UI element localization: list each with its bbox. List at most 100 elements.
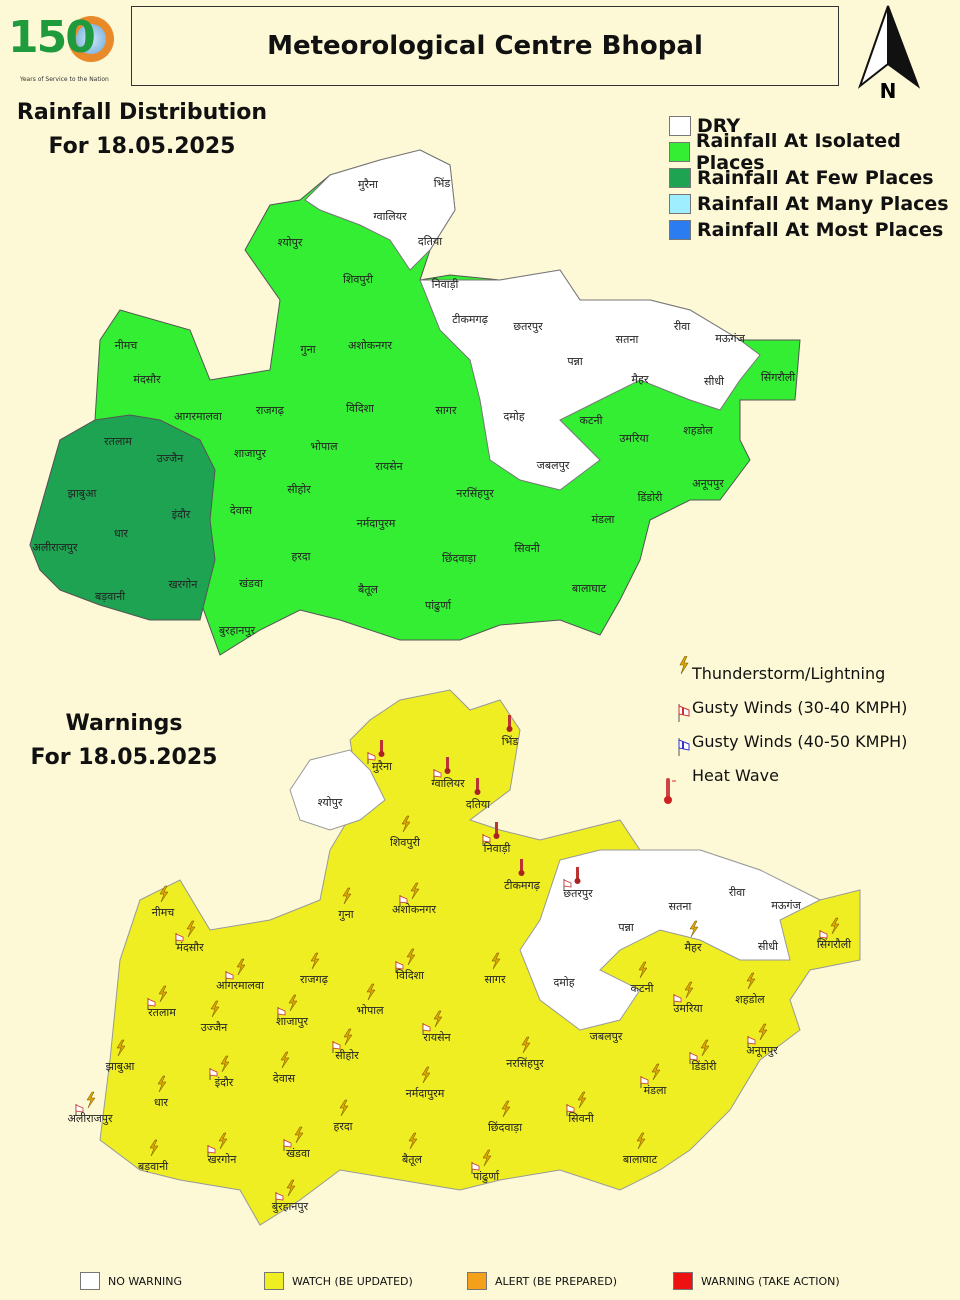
windsock-red-icon [678, 704, 690, 722]
legend-heat-wave: Heat Wave [664, 758, 907, 804]
district-label: मंडला [592, 513, 615, 526]
district-label: नीमच [152, 906, 176, 919]
district-label: रायसेन [423, 1031, 451, 1044]
district-label: निवाड़ी [484, 842, 511, 855]
lightning-icon [746, 972, 756, 990]
district-label: हरदा [333, 1120, 352, 1133]
windsock-red-icon [75, 1104, 84, 1116]
lightning-icon [433, 1010, 443, 1028]
district-label: सिवनी [514, 542, 540, 555]
legend-label: Heat Wave [692, 765, 779, 785]
district-label: धार [154, 1096, 169, 1109]
lightning-icon [342, 887, 352, 905]
windsock-red-icon [747, 1036, 756, 1048]
lightning-icon [684, 981, 694, 999]
warning-legend-label: NO WARNING [108, 1274, 183, 1288]
warnings-heading-date: For 18.05.2025 [30, 745, 218, 770]
district-label: बालाघाट [623, 1153, 658, 1166]
lightning-icon [116, 1039, 126, 1057]
legend-swatch [669, 168, 691, 188]
district-label: छिंदवाड़ा [442, 552, 476, 565]
few-places-region-southwest [29, 414, 216, 621]
lightning-icon [366, 983, 376, 1001]
legend-label: DRY [697, 115, 741, 137]
district-label: अनूपपुर [746, 1044, 778, 1058]
district-label: गुना [338, 908, 353, 921]
no-warning-region-sheopur [289, 749, 386, 831]
lightning-icon [521, 1036, 531, 1054]
district-label: अलीराजपुर [33, 541, 78, 554]
district-label: सीहोर [335, 1049, 359, 1062]
thermometer-icon [574, 867, 581, 884]
district-label: शहडोल [683, 424, 713, 437]
warning-legend-swatch [467, 1272, 487, 1290]
district-label: खंडवा [286, 1147, 310, 1160]
legend-label: Rainfall At Many Places [697, 193, 949, 215]
page-title: Meteorological Centre Bhopal [131, 6, 839, 86]
warning-legend-label: WATCH (BE UPDATED) [292, 1274, 413, 1288]
district-label: नर्मदापुरम [406, 1087, 445, 1100]
district-label: मऊगंज [715, 332, 745, 345]
lightning-icon [408, 1132, 418, 1150]
lightning-icon [577, 1091, 587, 1109]
rainfall-heading-date: For 18.05.2025 [48, 134, 236, 159]
district-label: सीहोर [287, 483, 311, 496]
district-label: बैतूल [358, 583, 379, 597]
district-label: बुरहानपुर [272, 1200, 309, 1213]
district-label: टीकमगढ़ [504, 879, 541, 892]
district-label: बुरहानपुर [219, 624, 256, 637]
rainfall-map: मुरैना भिंड ग्वालियर दतिया श्योपुर शिवपुरी निव… [29, 149, 801, 656]
district-label: मुरैना [372, 760, 392, 773]
district-label: उमरिया [619, 432, 648, 445]
district-label: मंदसौर [133, 373, 161, 386]
district-label: मऊगंज [771, 899, 801, 912]
windsock-red-icon [482, 834, 491, 846]
district-label: शाजापुर [234, 447, 267, 460]
district-label: सिवनी [568, 1112, 594, 1125]
lightning-icon [288, 994, 298, 1012]
district-label: मैहर [632, 373, 649, 386]
district-label: झाबुआ [68, 487, 97, 500]
lightning-icon [220, 1055, 230, 1073]
district-label: डिंडोरी [638, 491, 663, 504]
thermometer-icon [493, 822, 500, 839]
lightning-icon [286, 1179, 296, 1197]
warning-legend-item: WARNING (TAKE ACTION) [673, 1272, 873, 1290]
warning-legend-item: ALERT (BE PREPARED) [467, 1272, 673, 1290]
windsock-red-icon [277, 1007, 286, 1019]
district-label: रायसेन [375, 460, 403, 473]
district-label: कटनी [631, 982, 654, 995]
district-label: अलीराजपुर [68, 1112, 113, 1125]
legend-item: Rainfall At Isolated Places [669, 130, 960, 174]
district-label: ग्वालियर [431, 777, 465, 790]
district-label: भिंड [502, 735, 519, 748]
district-label: देवास [273, 1072, 296, 1085]
legend-label: Gusty Winds (40-50 KMPH) [692, 731, 908, 751]
rainfall-heading-title: Rainfall Distribution [16, 100, 268, 125]
no-warning-region-northeast [519, 849, 822, 1031]
district-label: इंदौर [215, 1076, 234, 1089]
district-label: गुना [300, 343, 315, 356]
windsock-red-icon [209, 1068, 218, 1080]
district-label: जबलपुर [590, 1030, 623, 1043]
lightning-icon [158, 985, 168, 1003]
district-label: कटनी [580, 414, 603, 427]
windsock-red-icon [819, 930, 828, 942]
warning-legend-swatch [80, 1272, 100, 1290]
lightning-icon [236, 958, 246, 976]
district-label: रीवा [729, 886, 745, 899]
district-label: टीकमगढ़ [452, 313, 489, 326]
windsock-red-icon [673, 994, 682, 1006]
lightning-icon [210, 1000, 220, 1018]
north-arrow-icon: N [852, 2, 928, 103]
district-label: सतना [669, 900, 692, 913]
windsock-red-icon [225, 971, 234, 983]
windsock-red-icon [640, 1076, 649, 1088]
lightning-icon [638, 961, 648, 979]
district-label: पांढुर्णा [425, 599, 452, 612]
district-label: देवास [230, 504, 253, 517]
district-label: पन्ना [618, 921, 634, 934]
logo-number: 150 [8, 12, 96, 63]
lightning-icon [149, 1139, 159, 1157]
lightning-icon [343, 1028, 353, 1046]
